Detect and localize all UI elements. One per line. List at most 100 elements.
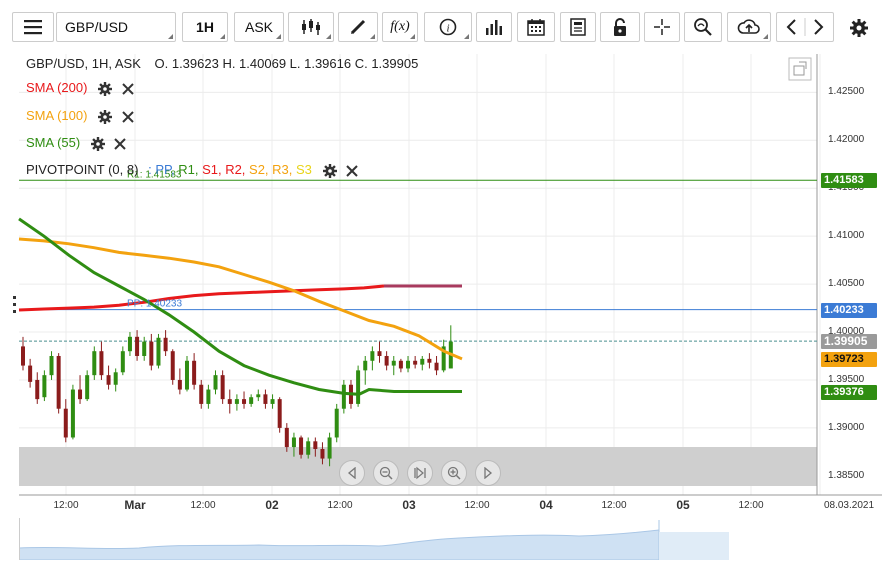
expand-icon[interactable]	[788, 57, 812, 81]
gear-icon[interactable]	[90, 136, 106, 152]
candle	[184, 355, 189, 392]
indicator-sma-200[interactable]: SMA (200)	[26, 80, 135, 97]
candle	[334, 403, 339, 443]
indicator-sma-55[interactable]: SMA (55)	[26, 135, 127, 152]
pivot-separator: :	[148, 162, 152, 177]
candles	[21, 325, 453, 467]
sma-100-line	[18, 237, 463, 361]
y-tick-label: 1.41000	[828, 230, 865, 242]
gear-icon	[850, 19, 868, 37]
price-label: 1.39376	[821, 384, 877, 400]
price-label: 1.39723	[821, 351, 877, 367]
gear-icon[interactable]	[97, 109, 113, 125]
close-icon[interactable]	[121, 110, 135, 124]
close-icon[interactable]	[121, 82, 135, 96]
x-tick-label: 05	[676, 498, 690, 512]
zoom-button[interactable]	[684, 12, 722, 42]
indicator-pivotpoint[interactable]: PIVOTPOINT (0, 8) : PP, R1, S1, R2, S2, …	[26, 162, 359, 179]
candle	[277, 397, 282, 433]
zoom-out-button[interactable]	[373, 460, 399, 486]
pivot-items: PP, R1, S1, R2, S2, R3, S3	[155, 162, 312, 177]
candle	[199, 379, 204, 409]
reset-zoom-button[interactable]	[407, 460, 433, 486]
candle	[220, 370, 225, 404]
price-label: 1.39905	[821, 334, 877, 350]
candle	[42, 370, 47, 402]
triangle-left-icon	[347, 467, 356, 479]
price-label: 1.41583	[821, 173, 877, 189]
indicator-sma-100[interactable]: SMA (100)	[26, 108, 135, 125]
x-tick-label: 12:00	[190, 500, 216, 511]
scroll-nav-group	[776, 12, 834, 42]
info-button[interactable]: i	[424, 12, 472, 42]
settings-button[interactable]	[846, 16, 872, 40]
y-tick-label: 1.42500	[828, 86, 865, 98]
x-tick-label: 04	[539, 498, 553, 512]
y-tick-label: 1.39000	[828, 421, 865, 433]
pivot-prefix: PIVOTPOINT (0, 8)	[26, 162, 139, 177]
crosshair-button[interactable]	[644, 12, 680, 42]
candle	[377, 341, 382, 363]
lock-button[interactable]	[600, 12, 640, 42]
candle	[213, 370, 218, 395]
reset-icon	[414, 466, 426, 480]
price-side-select[interactable]: ASK	[234, 12, 284, 42]
volume-button[interactable]	[476, 12, 512, 42]
pivot-item: R3,	[268, 162, 293, 177]
candle	[127, 332, 132, 356]
scroll-left-button[interactable]	[339, 460, 365, 486]
draw-button[interactable]	[338, 12, 378, 42]
chart-type-button[interactable]	[288, 12, 334, 42]
gear-icon[interactable]	[322, 163, 338, 179]
calendar-icon	[527, 19, 545, 36]
overview-navigator[interactable]	[19, 518, 817, 560]
pivot-item: R1,	[174, 162, 199, 177]
candle	[227, 389, 232, 414]
function-button[interactable]: f(x)	[382, 12, 418, 42]
candle	[398, 358, 403, 373]
interval-select[interactable]: 1H	[182, 12, 228, 42]
candle	[363, 355, 368, 385]
candle	[413, 355, 418, 369]
sma-200-line	[18, 284, 385, 312]
candle	[170, 349, 175, 385]
x-tick-label: 12:00	[738, 500, 764, 511]
news-button[interactable]	[560, 12, 596, 42]
scroll-right-button[interactable]	[475, 460, 501, 486]
hamburger-icon	[24, 20, 42, 35]
ohlc-values: O. 1.39623 H. 1.40069 L. 1.39616 C. 1.39…	[154, 56, 419, 71]
candle	[370, 346, 375, 371]
sma-100-label: SMA (100)	[26, 108, 88, 123]
candle	[284, 423, 289, 452]
candle	[21, 336, 25, 371]
drag-handle[interactable]	[13, 296, 16, 313]
close-icon[interactable]	[113, 137, 127, 151]
bar-chart-icon	[486, 20, 502, 35]
sma-200-label: SMA (200)	[26, 80, 88, 95]
candle	[356, 365, 361, 407]
zoom-out-icon	[379, 466, 393, 480]
symbol-select[interactable]: GBP/USD	[56, 12, 176, 42]
candle	[177, 368, 182, 395]
gear-icon[interactable]	[97, 81, 113, 97]
menu-button[interactable]	[12, 12, 54, 42]
chevron-left-right-icon[interactable]	[780, 18, 830, 36]
x-tick-label: 08.03.2021	[823, 500, 875, 511]
candle	[341, 379, 346, 414]
candle	[206, 384, 211, 409]
candle	[85, 370, 90, 402]
x-tick-label: 12:00	[464, 500, 490, 511]
zoom-in-button[interactable]	[441, 460, 467, 486]
x-tick-label: 12:00	[327, 500, 353, 511]
candle	[135, 330, 140, 361]
price-side-value: ASK	[244, 19, 273, 35]
candle	[391, 355, 396, 376]
cloud-button[interactable]	[727, 12, 771, 42]
candle	[320, 442, 325, 465]
calendar-button[interactable]	[517, 12, 555, 42]
x-tick-label: 02	[265, 498, 279, 512]
candle	[291, 432, 296, 457]
close-icon[interactable]	[345, 164, 359, 178]
y-tick-label: 1.39500	[828, 373, 865, 385]
